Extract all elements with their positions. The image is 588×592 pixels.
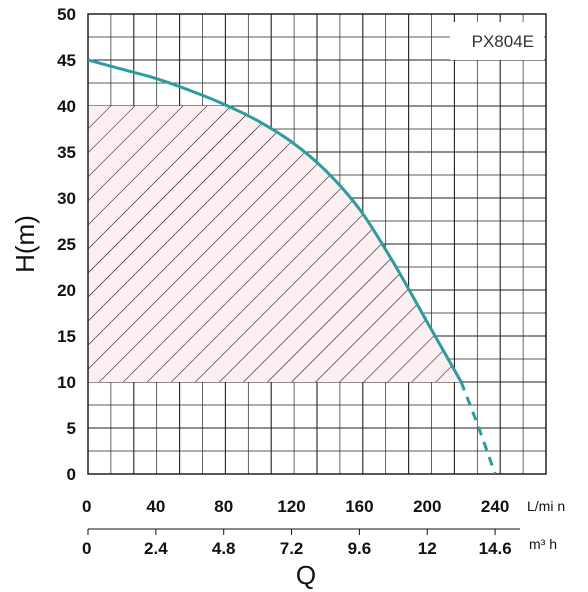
y-tick-label: 5 (67, 419, 76, 438)
y-tick-label: 25 (57, 235, 76, 254)
legend-box (450, 22, 544, 60)
x-unit-m3h: m³ h (529, 536, 557, 552)
x-tick-label-m3h: 0 (82, 539, 91, 558)
y-tick-label: 40 (57, 97, 76, 116)
x-tick-label-m3h: 9.6 (348, 539, 372, 558)
plot-frame (87, 13, 547, 475)
x-axis-title: Q (296, 560, 316, 590)
y-tick-label: 35 (57, 143, 76, 162)
x-tick-label-lmin: 80 (214, 497, 233, 516)
y-tick-label: 0 (67, 465, 76, 484)
y-tick-label: 30 (57, 189, 76, 208)
x-tick-label-lmin: 200 (413, 497, 441, 516)
x-tick-label-lmin: 160 (345, 497, 373, 516)
x-tick-labels-lmin: 0 40 80 120 160 200 240 (82, 497, 509, 516)
series-line-px804e (88, 58, 463, 383)
y-tick-labels: 0 5 10 15 20 25 30 35 40 45 50 (57, 5, 76, 484)
y-tick-label: 15 (57, 327, 76, 346)
x-unit-lmin: L/mi n (527, 498, 565, 514)
x-tick-label-lmin: 120 (277, 497, 305, 516)
y-tick-label: 20 (57, 281, 76, 300)
series-line-extrapolated (459, 381, 497, 474)
operating-range-hatch (88, 106, 462, 382)
x-tick-label-m3h: 7.2 (280, 539, 304, 558)
x-tick-label-lmin: 240 (481, 497, 509, 516)
y-tick-label: 45 (57, 51, 76, 70)
y-tick-label: 10 (57, 373, 76, 392)
x-tick-label-lmin: 0 (82, 497, 91, 516)
y-tick-label: 50 (57, 5, 76, 24)
x-tick-label-m3h: 14.6 (479, 539, 512, 558)
x-tick-labels-m3h: 0 2.4 4.8 7.2 9.6 12 14.6 (82, 529, 512, 558)
x-tick-label-lmin: 40 (146, 497, 165, 516)
x-tick-label-m3h: 4.8 (212, 539, 236, 558)
x-tick-label-m3h: 2.4 (144, 539, 168, 558)
legend-label: PX804E (472, 32, 534, 51)
y-axis-title: H(m) (10, 215, 40, 273)
x-tick-label-m3h: 12 (418, 539, 437, 558)
